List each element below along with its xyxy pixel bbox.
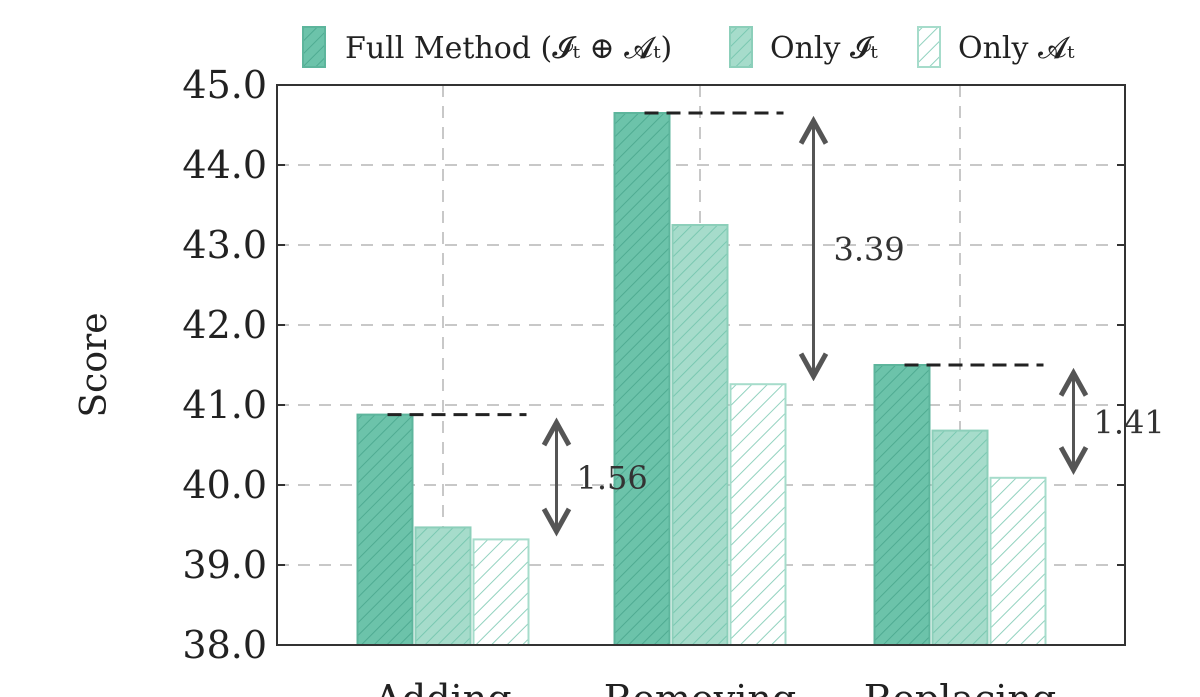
axes: 38.0 39.0 40.0 41.0 42.0 43.0 44.0 45.0 Adding Re…	[74, 63, 1126, 697]
bar-adding-series-3	[472, 538, 530, 647]
legend-swatch	[729, 26, 753, 68]
difference-label: 1.56	[577, 459, 648, 497]
bar-replacing-series-2	[931, 429, 989, 646]
bar-removing-series-2	[671, 224, 729, 646]
y-tick-label: 43.0	[182, 223, 267, 267]
legend-label: Only 𝓐ₜ	[958, 31, 1075, 66]
difference-label: 3.39	[834, 231, 905, 269]
bar-removing-series-1	[613, 112, 671, 646]
x-category-label: Replacing	[864, 677, 1056, 697]
y-tick-label: 40.0	[182, 463, 267, 507]
y-tick-label: 45.0	[182, 63, 267, 107]
y-tick-label: 39.0	[182, 543, 267, 587]
bar-replacing-series-1	[873, 364, 931, 646]
difference-label: 1.41	[1094, 403, 1165, 441]
legend-swatch	[917, 26, 941, 68]
bar-adding-series-1	[356, 413, 414, 646]
y-tick-label: 41.0	[182, 383, 267, 427]
difference-annotations: 1.56 3.39 1.41	[387, 111, 1165, 531]
y-axis-title: Score	[74, 312, 115, 417]
bars	[356, 112, 1047, 647]
legend-swatch	[302, 26, 326, 68]
y-tick-label: 38.0	[182, 623, 267, 667]
legend-label: Full Method (𝓘ₜ ⊕ 𝓐ₜ)	[345, 31, 672, 66]
bar-replacing-series-3	[989, 476, 1047, 646]
y-tick-label: 42.0	[182, 303, 267, 347]
bar-adding-series-2	[414, 526, 472, 647]
legend-label: Only 𝓘ₜ	[770, 31, 878, 66]
legend: Full Method (𝓘ₜ ⊕ 𝓐ₜ) Only 𝓘ₜ Only 𝓐ₜ	[302, 26, 1075, 68]
x-category-label: Removing	[604, 677, 796, 697]
x-category-label: Adding	[373, 677, 511, 697]
bar-removing-series-3	[729, 383, 787, 646]
plot-frame	[276, 84, 1126, 646]
y-tick-label: 44.0	[182, 143, 267, 187]
